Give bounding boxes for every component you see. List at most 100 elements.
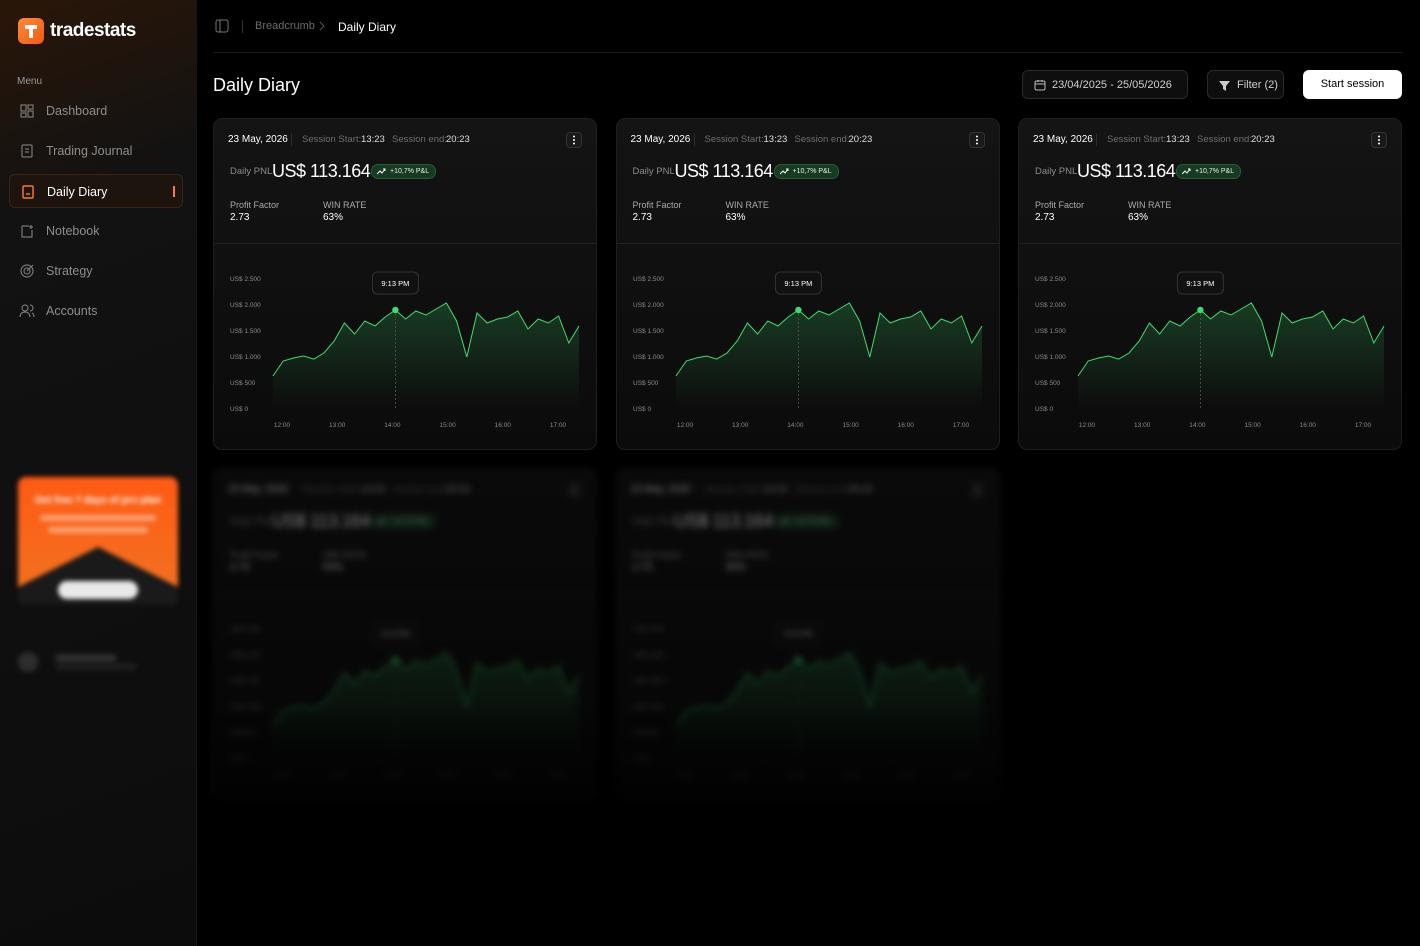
card-menu[interactable] <box>566 132 582 148</box>
nav-item[interactable]: Accounts <box>9 294 183 328</box>
stat-value: 63% <box>725 212 746 223</box>
session-start: 13:23 <box>763 484 788 495</box>
divider <box>214 243 596 244</box>
card-menu[interactable] <box>968 482 985 498</box>
nav-label: Dashboard <box>46 104 108 118</box>
area <box>273 303 579 409</box>
session-start-label: Session Start: <box>302 134 362 145</box>
date-range-label: 23/04/2025 - 25/05/2026 <box>1052 79 1172 91</box>
session-start: 13:23 <box>763 134 788 145</box>
user-row[interactable] <box>18 650 188 674</box>
nav-label: Daily Diary <box>47 185 108 199</box>
icon <box>19 304 35 318</box>
stat-value: 63% <box>323 212 344 223</box>
pnl: US$ 113.164 <box>272 511 371 531</box>
pnl-badge: +10,7% P&L <box>1176 164 1242 179</box>
nav-item[interactable]: Daily Diary <box>9 174 183 208</box>
y-tick-label: US$ 1.500 <box>1035 328 1066 335</box>
promo-title: Get free 7 days of pro plan <box>34 495 162 506</box>
nav-label: Trading Journal <box>46 144 133 158</box>
session-end-label: Session end: <box>392 484 447 495</box>
marker <box>1197 306 1204 314</box>
icon <box>20 104 34 118</box>
pnl: US$ 113.164 <box>272 161 371 181</box>
divider <box>214 593 596 594</box>
y-tick-label: US$ 2.500 <box>633 626 664 633</box>
y-tick-label: US$ 2.500 <box>230 626 261 633</box>
stat-label: Profit Factor <box>230 200 280 210</box>
nav-item[interactable]: Strategy <box>9 254 183 288</box>
nav-item[interactable]: Trading Journal <box>9 134 183 168</box>
stat-label: WIN RATE <box>323 200 367 210</box>
sidebar-toggle[interactable] <box>215 19 229 33</box>
filter-label: Filter (2) <box>1237 79 1278 91</box>
y-tick-label: US$ 2.000 <box>230 652 261 659</box>
divider <box>1019 243 1401 244</box>
pnl-label: Daily PNL <box>632 516 675 527</box>
stat-value: 63% <box>725 562 746 573</box>
x-tick-label: 15:00 <box>439 422 456 429</box>
line <box>1077 302 1385 377</box>
pnl-badge: +10,7% P&L <box>371 164 437 179</box>
badge-label: +10,7% P&L <box>390 518 430 525</box>
date-range[interactable]: 23/04/2025 - 25/05/2026 <box>1022 70 1188 99</box>
nav-item[interactable]: Dashboard <box>9 94 183 128</box>
brand[interactable]: tradestats <box>50 20 136 41</box>
filter-button[interactable]: Filter (2) <box>1207 70 1284 99</box>
fade <box>213 700 1013 946</box>
stat-label: Profit Factor <box>230 550 280 560</box>
promo-shape <box>18 547 178 605</box>
divider <box>1096 133 1097 146</box>
sidebar: tradestats Menu Dashboard Trading Journa… <box>0 0 197 946</box>
stat-value: 63% <box>1128 212 1149 223</box>
promo-card[interactable]: Get free 7 days of pro plan <box>18 477 178 605</box>
nav-item[interactable]: Notebook <box>9 214 183 248</box>
start-session-button[interactable]: Start session <box>1303 70 1402 99</box>
stat-label: Profit Factor <box>1035 200 1085 210</box>
tooltip-box <box>1176 271 1224 295</box>
area <box>1078 303 1384 409</box>
breadcrumb[interactable]: Breadcrumb <box>255 20 315 32</box>
tooltip: 9:13 PM <box>1186 279 1214 288</box>
diary-card[interactable]: 23 May, 2026 Session Start: 13:23 Session e… <box>1018 118 1402 450</box>
y-tick-label: US$ 1.500 <box>230 328 261 335</box>
card-date: 23 May, 2026 <box>228 134 288 145</box>
x-tick-label: 13:00 <box>732 422 749 429</box>
card-date: 23 May, 2026 <box>630 484 691 495</box>
stat-value: 2.73 <box>1035 212 1055 223</box>
card-date: 23 May, 2026 <box>1033 134 1093 145</box>
x-tick-label: 17:00 <box>952 422 969 429</box>
promo-text <box>40 515 156 521</box>
stat-value: 2.73 <box>632 562 652 573</box>
card-menu[interactable] <box>566 482 582 498</box>
session-start-label: Session Start: <box>1107 134 1167 145</box>
session-start-label: Session Start: <box>704 484 764 495</box>
session-start-label: Session Start: <box>704 134 764 145</box>
y-tick-label: US$ 1.500 <box>633 328 664 335</box>
stat-value: 2.73 <box>230 562 250 573</box>
diary-card[interactable]: 23 May, 2026 Session Start: 13:23 Session e… <box>615 118 1000 450</box>
marker <box>794 306 802 314</box>
tooltip-box <box>371 271 419 295</box>
stat-label: Profit Factor <box>632 550 682 560</box>
tooltip-box <box>774 271 822 295</box>
line <box>272 302 580 377</box>
x-tick-label: 16:00 <box>1300 422 1317 429</box>
badge-label: +10,7% P&L <box>792 518 832 525</box>
line <box>675 302 982 377</box>
x-tick-label: 15:00 <box>1244 422 1261 429</box>
x-tick-label: 16:00 <box>897 422 914 429</box>
session-end: 20:23 <box>848 134 873 145</box>
pnl-badge: +10,7% P&L <box>371 514 437 529</box>
tooltip-box <box>774 621 822 645</box>
card-menu[interactable] <box>1371 132 1387 148</box>
x-tick-label: 16:00 <box>495 422 512 429</box>
pnl-badge: +10,7% P&L <box>773 164 839 179</box>
divider <box>616 593 999 594</box>
marker <box>794 656 802 664</box>
icon <box>21 144 33 158</box>
logo <box>18 18 44 44</box>
card-menu[interactable] <box>968 132 985 148</box>
diary-card[interactable]: 23 May, 2026 Session Start: 13:23 Session e… <box>213 118 597 450</box>
button-label: Start session <box>1320 78 1385 90</box>
